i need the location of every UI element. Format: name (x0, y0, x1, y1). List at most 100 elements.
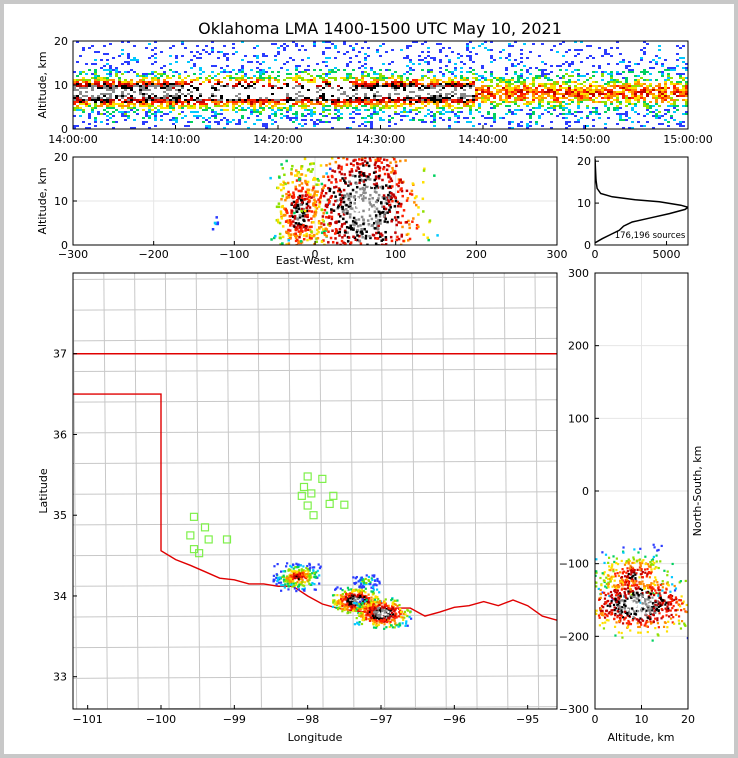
xlabel-d: Longitude (288, 731, 343, 744)
xlabel-b: East-West, km (276, 254, 354, 267)
y-tick-label-d: 35 (53, 509, 67, 522)
y-tick-label-e: 200 (568, 340, 589, 353)
county-line (73, 614, 557, 618)
county-line (226, 273, 232, 709)
station-marker (303, 501, 312, 510)
x-tick-label-d: −95 (516, 713, 539, 726)
figure-canvas: Oklahoma LMA 1400-1500 UTC May 10, 2021 … (36, 19, 713, 744)
panel-northsouth-altitude: 0 10 20 −300 −200 −100 0 100 200 300 North-South,… (559, 267, 704, 744)
x-tick-label-d: −99 (223, 713, 246, 726)
x-tick-label-b: −300 (58, 248, 88, 261)
x-tick-label-b: −100 (219, 248, 249, 261)
y-tick-label-a: 0 (61, 123, 68, 136)
county-line (411, 273, 416, 709)
density-altitude-time (73, 41, 688, 129)
x-tick-label-e: 0 (592, 713, 599, 726)
y-tick-label-e: 0 (582, 485, 589, 498)
x-tick-label-d: −101 (73, 713, 103, 726)
county-line (134, 273, 139, 709)
y-tick-label-c: 0 (584, 239, 591, 252)
county-line (73, 644, 557, 649)
y-tick-label-a: 20 (54, 35, 68, 48)
y-tick-label-e: −100 (559, 558, 589, 571)
station-marker (307, 489, 316, 498)
x-tick-label-b: 300 (547, 248, 568, 261)
county-line (534, 273, 540, 709)
panel-plan-view: −101 −100 −99 −98 −97 −96 −95 33 34 35 36 37 Latitu… (37, 272, 558, 744)
station-marker (325, 499, 334, 509)
station-marker (318, 474, 327, 483)
x-tick-label-b: 200 (466, 248, 487, 261)
figure: Oklahoma LMA 1400-1500 UTC May 10, 2021 … (4, 4, 734, 754)
county-line (103, 273, 108, 709)
x-tick-label-a: 14:50:00 (561, 133, 610, 146)
density-northsouth-altitude (595, 543, 688, 642)
county-line (195, 273, 201, 709)
y-tick-label-b: 20 (54, 151, 68, 164)
panel-altitude-histogram: 0 5000 0 10 20 176,196 sources (577, 155, 689, 261)
county-line (73, 429, 557, 434)
station-marker (200, 523, 210, 532)
station-marker (189, 512, 199, 521)
county-line (73, 273, 78, 709)
figure-title: Oklahoma LMA 1400-1500 UTC May 10, 2021 (198, 19, 562, 38)
station-marker (204, 535, 213, 544)
station-marker (329, 491, 338, 500)
station-marker (222, 535, 232, 544)
x-tick-label-b: 0 (312, 248, 319, 261)
source-count-annotation: 176,196 sources (615, 231, 686, 241)
density-plan-view (272, 562, 413, 630)
x-tick-label-d: −96 (443, 713, 466, 726)
ylabel-d: Latitude (37, 468, 50, 514)
x-tick-label-a: 14:40:00 (458, 133, 507, 146)
x-tick-label-a: 14:10:00 (151, 133, 200, 146)
county-line (442, 273, 447, 709)
ylabel-e: North-South, km (691, 446, 704, 537)
county-line (472, 273, 478, 709)
y-tick-label-e: 300 (568, 267, 589, 280)
axes-frame-c (594, 156, 689, 246)
ylabel-a: Altitude, km (36, 51, 49, 118)
y-tick-label-d: 37 (53, 348, 67, 361)
x-tick-label-d: −100 (146, 713, 176, 726)
county-line (73, 552, 557, 557)
county-line (73, 276, 557, 280)
y-tick-label-b: 10 (54, 195, 68, 208)
y-tick-label-a: 10 (54, 79, 68, 92)
x-tick-label-b: −200 (139, 248, 169, 261)
x-tick-label-e: 10 (635, 713, 649, 726)
county-line (73, 675, 557, 679)
x-tick-label-b: 100 (385, 248, 406, 261)
county-line (380, 273, 386, 709)
y-tick-label-d: 34 (53, 590, 67, 603)
station-marker (303, 472, 312, 481)
x-tick-label-a: 15:00:00 (663, 133, 712, 146)
station-marker (340, 500, 349, 509)
xlabel-e: Altitude, km (607, 731, 674, 744)
y-tick-label-c: 20 (577, 155, 591, 168)
y-tick-label-c: 10 (577, 197, 591, 210)
county-line (288, 273, 293, 709)
x-tick-label-c: 5000 (653, 248, 681, 261)
ylabel-b: Altitude, km (36, 167, 49, 234)
station-marker (186, 531, 195, 540)
county-line (164, 273, 170, 709)
county-line (73, 307, 557, 311)
x-tick-label-d: −98 (296, 713, 319, 726)
y-tick-label-d: 36 (53, 428, 67, 441)
county-line (257, 273, 262, 709)
y-tick-label-b: 0 (61, 239, 68, 252)
y-tick-label-e: −300 (559, 703, 589, 716)
county-line (73, 460, 557, 465)
x-tick-label-d: −97 (369, 713, 392, 726)
y-tick-label-e: 100 (568, 412, 589, 425)
altitude-histogram-line (595, 159, 688, 244)
x-tick-label-a: 14:30:00 (356, 133, 405, 146)
county-line (503, 273, 509, 709)
county-line (349, 273, 355, 709)
station-marker (299, 482, 309, 492)
lma-stations (186, 472, 349, 558)
station-marker (309, 511, 318, 520)
x-tick-label-a: 14:20:00 (253, 133, 302, 146)
x-tick-label-c: 0 (592, 248, 599, 261)
